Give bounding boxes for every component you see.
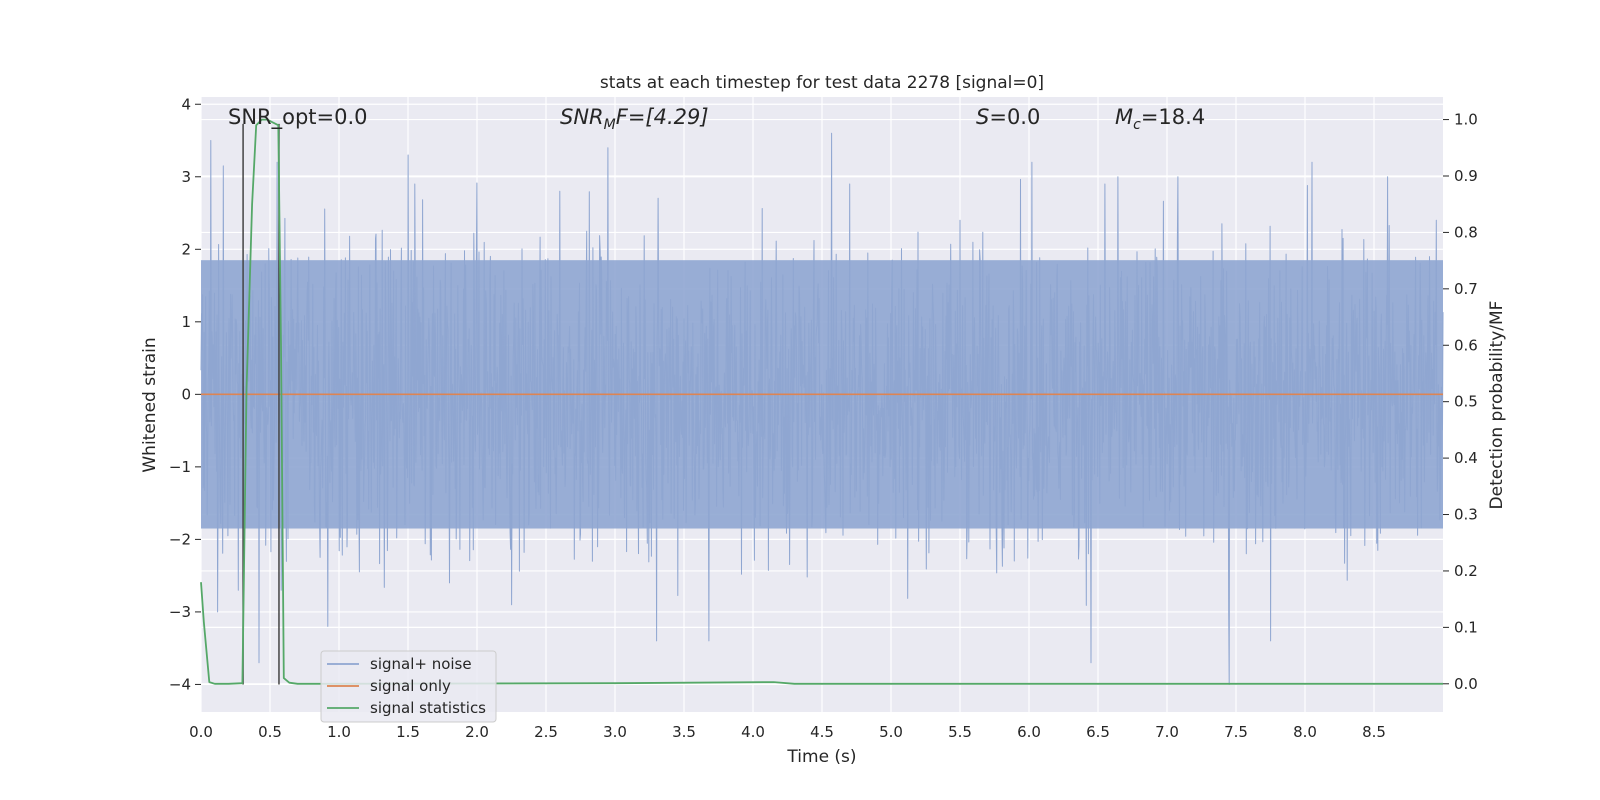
y-tick-label: 3 bbox=[181, 168, 191, 186]
y2-tick-label: 0.3 bbox=[1454, 506, 1478, 524]
y-axis-ticks: 4 3 2 1 0 −1 −2 −3 −4 bbox=[169, 95, 201, 693]
y2-tick-label: 0.9 bbox=[1454, 167, 1478, 185]
y2-tick-label: 0.2 bbox=[1454, 562, 1478, 580]
y-tick-label: −3 bbox=[169, 603, 191, 621]
x-tick-label: 3.5 bbox=[672, 723, 696, 741]
x-tick-label: 7.0 bbox=[1155, 723, 1179, 741]
x-tick-label: 1.5 bbox=[396, 723, 420, 741]
chart-title: stats at each timestep for test data 227… bbox=[600, 73, 1044, 93]
x-tick-label: 7.5 bbox=[1224, 723, 1248, 741]
snr-mf-annotation: SNRMF=[4.29] bbox=[560, 105, 709, 133]
y2-tick-label: 0.7 bbox=[1454, 280, 1478, 298]
y-tick-label: 0 bbox=[181, 385, 191, 403]
noise-line bbox=[200, 132, 1444, 685]
snr-opt-annotation: SNR_opt=0.0 bbox=[228, 105, 368, 130]
s-label: S bbox=[976, 105, 989, 129]
y2-tick-label: 0.0 bbox=[1454, 675, 1478, 693]
x-tick-label: 6.0 bbox=[1017, 723, 1041, 741]
y2-axis-label: Detection probability/MF bbox=[1487, 301, 1507, 510]
y-tick-label: 1 bbox=[181, 313, 191, 331]
x-tick-label: 3.0 bbox=[603, 723, 627, 741]
legend: signal+ noise signal only signal statist… bbox=[320, 650, 497, 723]
x-axis-ticks: 0.0 0.5 1.0 1.5 2.0 2.5 3.0 3.5 4.0 4.5 5.0 5.5 6.0 6… bbox=[189, 723, 1386, 741]
s-annotation: S=0.0 bbox=[976, 105, 1040, 129]
snr-mf-value: F=[4.29] bbox=[616, 105, 709, 129]
x-tick-label: 5.0 bbox=[879, 723, 903, 741]
x-tick-label: 2.0 bbox=[465, 723, 489, 741]
x-tick-label: 8.0 bbox=[1293, 723, 1317, 741]
x-tick-label: 4.0 bbox=[741, 723, 765, 741]
y2-tick-label: 0.8 bbox=[1454, 223, 1478, 241]
y2-tick-label: 0.6 bbox=[1454, 336, 1478, 354]
x-tick-label: 0.5 bbox=[258, 723, 282, 741]
legend-box bbox=[320, 650, 497, 723]
snr-mf-subscript: M bbox=[604, 117, 616, 133]
y2-tick-label: 0.1 bbox=[1454, 618, 1478, 636]
y-tick-label: −4 bbox=[169, 675, 191, 693]
y-axis-label: Whitened strain bbox=[140, 337, 160, 472]
y2-tick-label: 0.4 bbox=[1454, 449, 1478, 467]
mc-label: M bbox=[1115, 105, 1133, 129]
snr-mf-label: SNR bbox=[560, 105, 604, 129]
y-tick-label: −1 bbox=[169, 458, 191, 476]
y-tick-label: 4 bbox=[181, 95, 191, 113]
x-tick-label: 5.5 bbox=[948, 723, 972, 741]
x-axis-label: Time (s) bbox=[786, 747, 856, 767]
x-tick-label: 0.0 bbox=[189, 723, 213, 741]
y-tick-label: −2 bbox=[169, 530, 191, 548]
legend-label-signal-statistics: signal statistics bbox=[370, 699, 486, 717]
y2-tick-label: 1.0 bbox=[1454, 111, 1478, 129]
x-tick-label: 4.5 bbox=[810, 723, 834, 741]
x-tick-label: 1.0 bbox=[327, 723, 351, 741]
mc-value: =18.4 bbox=[1141, 105, 1205, 129]
y2-tick-label: 0.5 bbox=[1454, 393, 1478, 411]
s-value: =0.0 bbox=[989, 105, 1040, 129]
x-tick-label: 6.5 bbox=[1086, 723, 1110, 741]
y-tick-label: 2 bbox=[181, 240, 191, 258]
legend-label-signal-noise: signal+ noise bbox=[370, 655, 472, 673]
x-tick-label: 8.5 bbox=[1362, 723, 1386, 741]
mc-annotation: Mc=18.4 bbox=[1115, 105, 1205, 133]
y2-axis-ticks: 1.0 0.9 0.8 0.7 0.6 0.5 0.4 0.3 0.2 0.1 0.0 bbox=[1443, 111, 1478, 693]
legend-label-signal-only: signal only bbox=[370, 677, 451, 695]
x-tick-label: 2.5 bbox=[534, 723, 558, 741]
mc-subscript: c bbox=[1133, 117, 1141, 133]
